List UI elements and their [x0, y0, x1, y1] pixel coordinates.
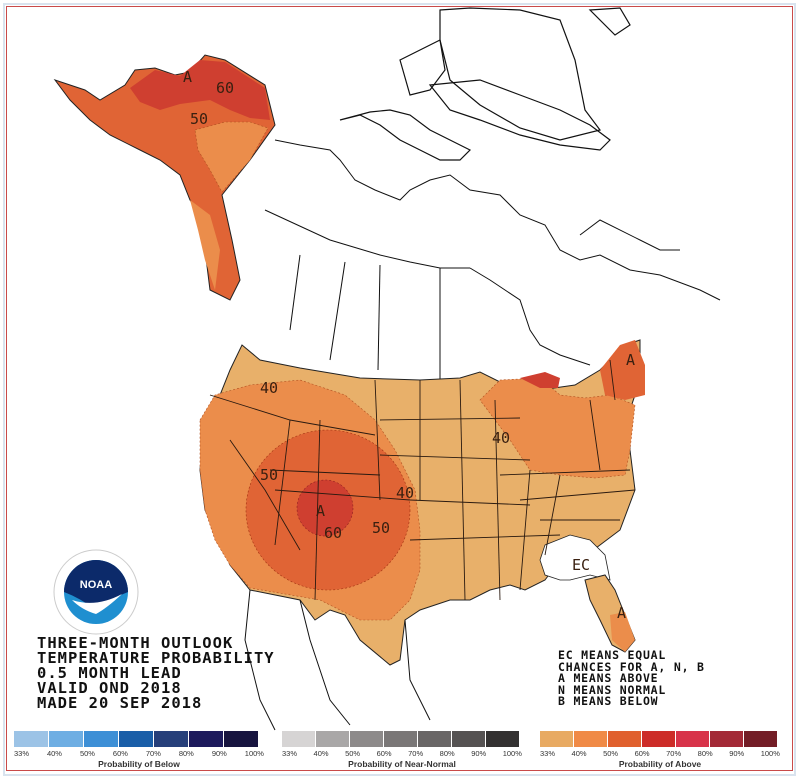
southwest-above-label: A: [316, 502, 325, 520]
plains-40-contour-label: 40: [396, 484, 414, 502]
alaska-50-contour-label: 50: [190, 110, 208, 128]
tick: 60%: [112, 749, 128, 758]
legend-swatch: [418, 731, 451, 747]
legend-above-ticks: 33% 40% 50% 60% 70% 80% 90% 100%: [540, 749, 780, 758]
tick: 80%: [697, 749, 713, 758]
tick: 50%: [345, 749, 361, 758]
key-line-4: N MEANS NORMAL: [558, 682, 667, 697]
legend-swatch: [540, 731, 573, 747]
maine-above-label: A: [626, 351, 635, 369]
alaska-region: [53, 54, 276, 301]
outlook-title-block: THREE-MONTH OUTLOOK TEMPERATURE PROBABIL…: [37, 634, 275, 712]
outer-frame: [3, 3, 796, 776]
legend-swatch: [608, 731, 641, 747]
title-line-1: THREE-MONTH OUTLOOK: [37, 634, 234, 652]
key-line-2: CHANCES FOR A, N, B: [558, 659, 705, 674]
southeast-ec-label: EC: [572, 556, 590, 574]
tick: 90%: [211, 749, 227, 758]
tick: 100%: [244, 749, 264, 758]
tick: 50%: [79, 749, 95, 758]
state-borders: [209, 359, 636, 601]
legend-below: 33% 40% 50% 60% 70% 80% 90% 100% Probabi…: [14, 731, 264, 769]
tick: 33%: [14, 749, 30, 758]
tick: 100%: [502, 749, 522, 758]
tick: 40%: [571, 749, 587, 758]
legend-swatch: [384, 731, 417, 747]
category-key-block: EC MEANS EQUAL CHANCES FOR A, N, B A MEA…: [558, 648, 705, 708]
legend-below-colorbar: [14, 731, 264, 747]
mexico-outline: [244, 589, 431, 731]
canada-outline: [264, 139, 721, 380]
legend-swatch: [282, 731, 315, 747]
tick: 90%: [471, 749, 487, 758]
title-line-3: 0.5 MONTH LEAD: [37, 664, 182, 682]
tick: 70%: [666, 749, 682, 758]
southwest-60-contour-label: 60: [324, 524, 342, 542]
noaa-logo: NOAA: [53, 549, 139, 635]
tick: 70%: [145, 749, 161, 758]
title-line-4: VALID OND 2018: [37, 679, 182, 697]
tick: 50%: [603, 749, 619, 758]
legend-swatch: [14, 731, 48, 747]
legend-swatch: [574, 731, 607, 747]
arctic-outline: [339, 7, 631, 161]
legend-swatch: [224, 731, 258, 747]
tick: 33%: [282, 749, 298, 758]
key-line-5: B MEANS BELOW: [558, 694, 659, 708]
tick: 33%: [540, 749, 556, 758]
legend-swatch: [744, 731, 777, 747]
legend-above: 33% 40% 50% 60% 70% 80% 90% 100% Probabi…: [540, 731, 780, 769]
legend-near-normal-colorbar: [282, 731, 522, 747]
florida-above-label: A: [617, 604, 626, 622]
legend-swatch: [84, 731, 118, 747]
key-line-1: EC MEANS EQUAL: [558, 648, 667, 662]
legend-swatch: [350, 731, 383, 747]
legend-swatch: [316, 731, 349, 747]
legend-near-normal-ticks: 33% 40% 50% 60% 70% 80% 90% 100%: [282, 749, 522, 758]
legend-swatch: [189, 731, 223, 747]
west-50-contour-label: 50: [260, 466, 278, 484]
tick: 100%: [760, 749, 780, 758]
tick: 60%: [634, 749, 650, 758]
tick: 40%: [46, 749, 62, 758]
title-line-2: TEMPERATURE PROBABILITY: [37, 649, 275, 667]
greatlakes-40-contour-label: 40: [492, 429, 510, 447]
legend-swatch: [486, 731, 519, 747]
legend-near-normal-caption: Probability of Near-Normal: [348, 759, 456, 769]
southwest-50-contour-label: 50: [372, 519, 390, 537]
legend-swatch: [452, 731, 485, 747]
title-line-5: MADE 20 SEP 2018: [37, 694, 203, 712]
legend-above-colorbar: [540, 731, 780, 747]
tick: 60%: [376, 749, 392, 758]
legend-below-caption: Probability of Below: [98, 759, 180, 769]
legend-swatch: [154, 731, 188, 747]
west-40-contour-label: 40: [260, 379, 278, 397]
legend-swatch: [676, 731, 709, 747]
legend-above-caption: Probability of Above: [618, 759, 702, 769]
legend-swatch: [49, 731, 83, 747]
tick: 80%: [178, 749, 194, 758]
alaska-above-label: A: [183, 68, 192, 86]
legend-swatch: [710, 731, 743, 747]
key-line-3: A MEANS ABOVE: [558, 671, 659, 685]
tick: 80%: [439, 749, 455, 758]
noaa-logo-text: NOAA: [80, 579, 112, 591]
legend-swatch: [119, 731, 153, 747]
tick: 40%: [313, 749, 329, 758]
legend-swatch: [642, 731, 675, 747]
alaska-60-contour-label: 60: [216, 79, 234, 97]
conus-region: [199, 339, 645, 666]
inner-frame: [6, 6, 793, 771]
legend-near-normal: 33% 40% 50% 60% 70% 80% 90% 100% Probabi…: [282, 731, 522, 769]
tick: 70%: [408, 749, 424, 758]
tick: 90%: [729, 749, 745, 758]
legend-below-ticks: 33% 40% 50% 60% 70% 80% 90% 100%: [14, 749, 264, 758]
